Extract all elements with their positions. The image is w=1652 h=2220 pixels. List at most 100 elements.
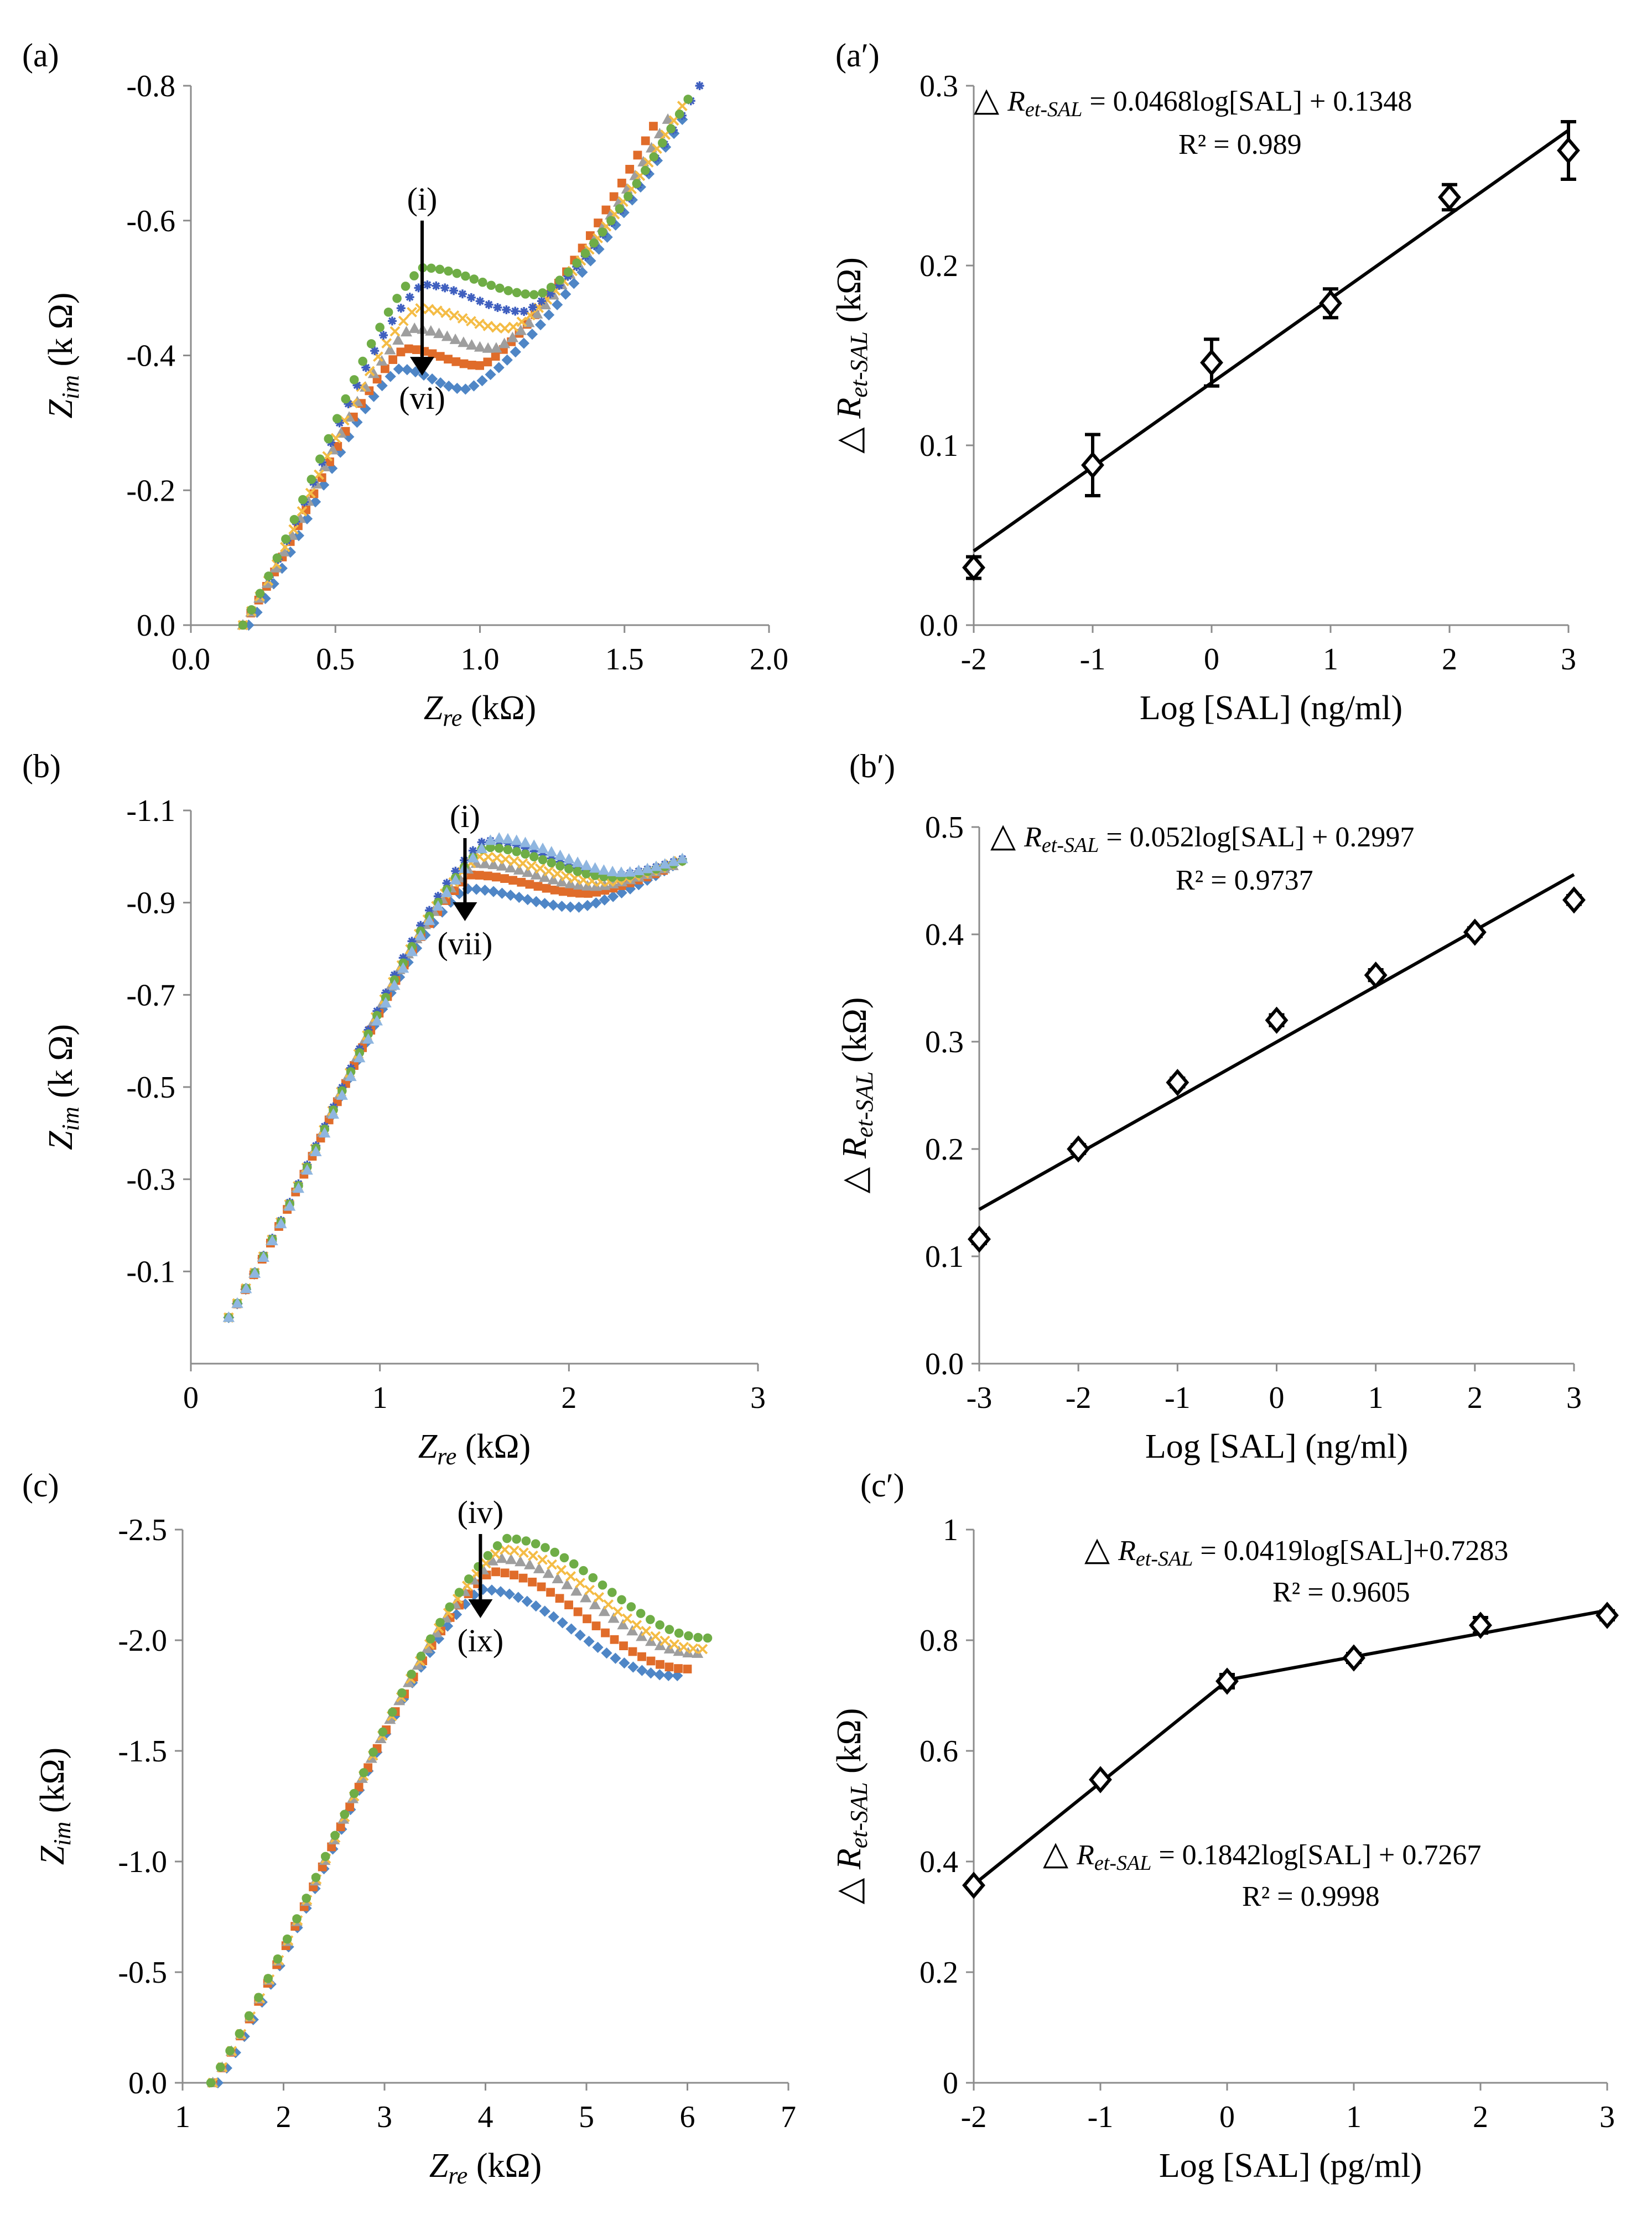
data-point (533, 882, 543, 891)
data-point (581, 880, 594, 891)
data-point (649, 122, 658, 131)
x-tick-label: 1 (1368, 1381, 1384, 1415)
data-point (354, 1052, 366, 1063)
data-point (641, 165, 650, 175)
data-point (1319, 289, 1342, 317)
arrow-end-label: (vi) (399, 380, 445, 416)
data-point (542, 883, 551, 893)
data-point (441, 330, 453, 341)
data-point (539, 1605, 550, 1617)
data-point (387, 316, 397, 326)
data-point (552, 1573, 564, 1584)
data-point (521, 289, 530, 299)
data-point (327, 1842, 336, 1852)
data-point (627, 1661, 639, 1673)
data-point (598, 864, 610, 875)
data-point (555, 1594, 564, 1603)
data-point (511, 306, 520, 316)
data-point (479, 857, 491, 869)
data-point (381, 988, 391, 997)
data-point (490, 342, 502, 353)
x-axis-label: Log [SAL] (ng/ml) (1145, 1428, 1408, 1465)
data-point (626, 1625, 638, 1636)
data-point (610, 1635, 619, 1644)
data-point (298, 495, 308, 505)
data-point (405, 293, 414, 302)
fit-line (973, 129, 1570, 553)
data-point (529, 852, 539, 862)
data-point (500, 874, 509, 883)
y-tick-label: -0.5 (126, 1070, 175, 1105)
data-point (340, 1810, 350, 1819)
x-tick-label: 0 (183, 1381, 199, 1415)
data-point (646, 1656, 656, 1666)
data-point (401, 364, 413, 376)
data-point (266, 1235, 278, 1246)
data-point (589, 862, 601, 873)
data-point (498, 337, 511, 349)
y-tick-label: 0.2 (919, 1956, 958, 1990)
data-point (503, 286, 513, 295)
x-tick-label: 3 (1599, 2100, 1615, 2134)
data-point (1557, 137, 1580, 164)
data-point (491, 1567, 501, 1577)
data-point (400, 326, 413, 337)
data-point (529, 846, 539, 856)
data-point (502, 305, 511, 315)
data-point (406, 945, 418, 956)
data-point (631, 1620, 642, 1631)
x-tick-label: -2 (1066, 1381, 1092, 1415)
data-point (358, 356, 367, 366)
data-point (440, 283, 450, 293)
data-point (491, 852, 502, 864)
data-point (441, 886, 453, 897)
data-point (359, 1768, 368, 1777)
data-point (554, 849, 567, 860)
data-point (397, 1688, 407, 1698)
data-point (302, 1894, 311, 1903)
data-point (538, 850, 548, 860)
data-point (1067, 1135, 1090, 1163)
data-point (409, 366, 422, 378)
data-point (475, 297, 485, 306)
data-point (637, 1652, 646, 1661)
data-point (1364, 961, 1388, 989)
y-tick-label: 0.8 (919, 1624, 958, 1658)
data-point (547, 900, 559, 911)
r-squared-label: R² = 0.9737 (1176, 865, 1313, 896)
data-point (522, 866, 534, 877)
data-point (388, 979, 401, 990)
y-tick-label: -0.6 (126, 204, 175, 238)
trend-arrow-head (410, 357, 434, 376)
data-point (962, 554, 985, 581)
data-point (225, 2046, 235, 2056)
data-point (518, 337, 530, 349)
data-point (684, 1631, 693, 1641)
data-point (636, 1665, 648, 1676)
data-point (664, 1625, 674, 1634)
data-point (512, 841, 521, 850)
data-point (432, 281, 441, 290)
data-point (650, 860, 662, 871)
x-tick-label: 1 (1346, 2100, 1362, 2134)
data-point (533, 1562, 545, 1573)
y-axis-label: Zim (k Ω) (42, 1024, 84, 1150)
data-point (552, 869, 563, 879)
data-point (516, 316, 527, 327)
data-point (547, 1559, 557, 1570)
data-point (459, 359, 469, 368)
data-point (555, 876, 568, 887)
data-point (432, 305, 443, 316)
data-point (570, 1585, 583, 1596)
data-point (624, 191, 633, 201)
data-point (442, 878, 451, 888)
data-point (583, 1614, 591, 1624)
data-point (440, 308, 451, 318)
data-point (231, 1297, 243, 1308)
data-point (509, 1545, 520, 1556)
y-tick-label: 0.4 (925, 918, 964, 952)
data-point (584, 1584, 595, 1595)
data-point (576, 266, 588, 278)
data-point (368, 1748, 378, 1757)
data-point (275, 1218, 287, 1229)
